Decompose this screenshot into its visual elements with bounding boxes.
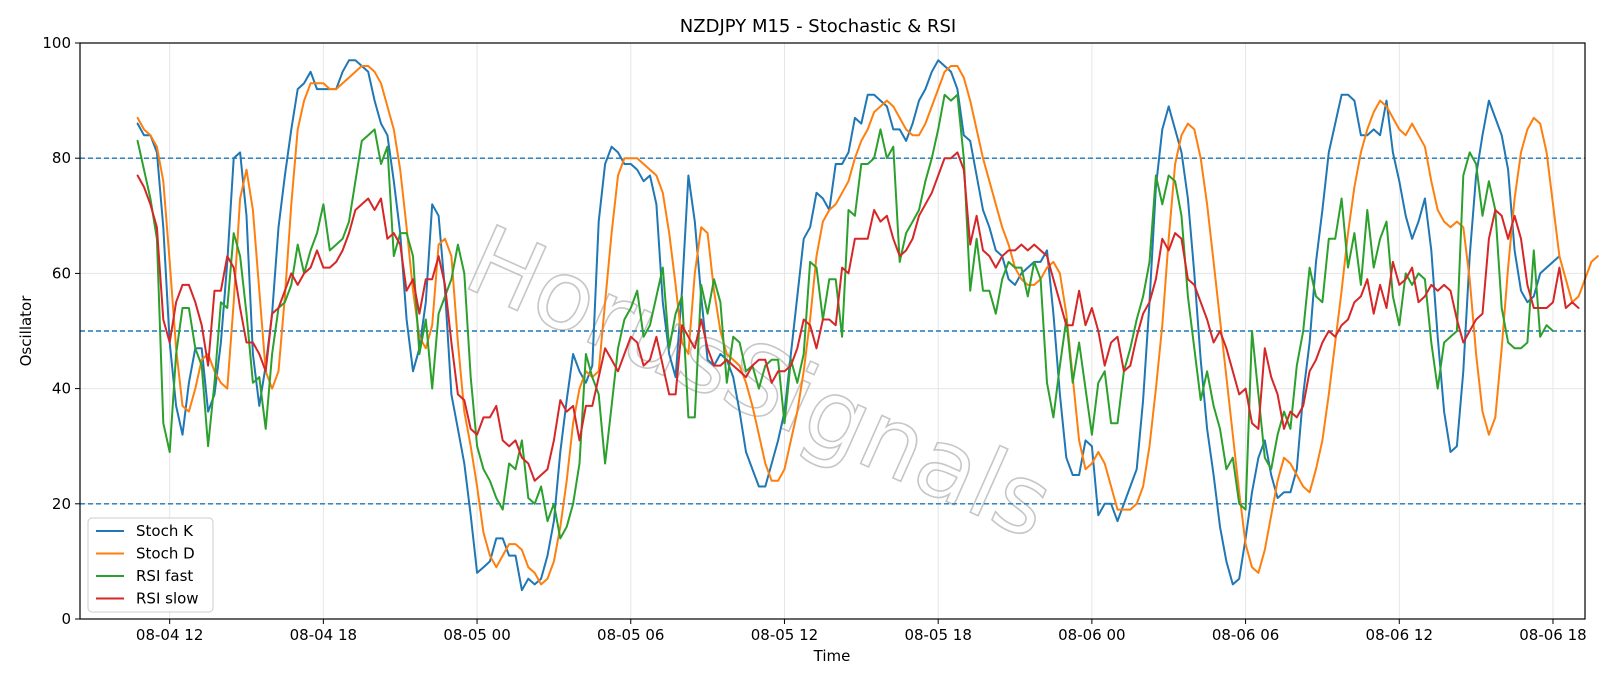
- legend-label: Stoch K: [136, 522, 194, 540]
- y-tick-label: 40: [52, 380, 71, 398]
- chart-title: NZDJPY M15 - Stochastic & RSI: [680, 16, 956, 37]
- x-tick-label: 08-06 00: [1058, 626, 1125, 644]
- plot-area-frame: [79, 42, 1586, 620]
- threshold-lines: [80, 157, 1585, 505]
- x-tick-label: 08-06 06: [1212, 626, 1279, 644]
- x-tick-label: 08-05 18: [904, 626, 971, 644]
- y-tick-label: 20: [52, 495, 71, 513]
- series-lines: [136, 59, 1599, 592]
- x-tick-label: 08-05 06: [597, 626, 664, 644]
- x-tick-label: 08-04 18: [290, 626, 357, 644]
- x-tick-label: 08-05 00: [443, 626, 510, 644]
- series-line-rsi-slow: [136, 151, 1580, 482]
- x-axis-ticks: 08-04 12 08-04 18 08-05 00 08-05 06 08-05 12…: [136, 619, 1587, 644]
- x-tick-label: 08-06 18: [1519, 626, 1586, 644]
- y-tick-label: 0: [61, 610, 71, 628]
- series-line-stoch-k: [136, 59, 1561, 592]
- x-tick-label: 08-06 12: [1366, 626, 1433, 644]
- y-tick-label: 100: [42, 34, 71, 52]
- x-tick-label: 08-05 12: [751, 626, 818, 644]
- legend-label: Stoch D: [136, 545, 195, 563]
- legend: Stoch K Stoch D RSI fast RSI slow: [87, 517, 214, 613]
- legend-label: RSI slow: [136, 590, 199, 608]
- y-tick-label: 60: [52, 264, 71, 282]
- x-tick-label: 08-04 12: [136, 626, 203, 644]
- series-line-stoch-d: [136, 65, 1599, 586]
- x-axis-label: Time: [813, 647, 851, 665]
- y-axis-ticks: 0 20 40 60 80 100: [42, 34, 80, 628]
- legend-box: [87, 517, 214, 613]
- series-line-rsi-fast: [136, 93, 1554, 540]
- y-axis-label: Oscillator: [17, 295, 35, 367]
- y-tick-label: 80: [52, 149, 71, 167]
- legend-label: RSI fast: [136, 567, 193, 585]
